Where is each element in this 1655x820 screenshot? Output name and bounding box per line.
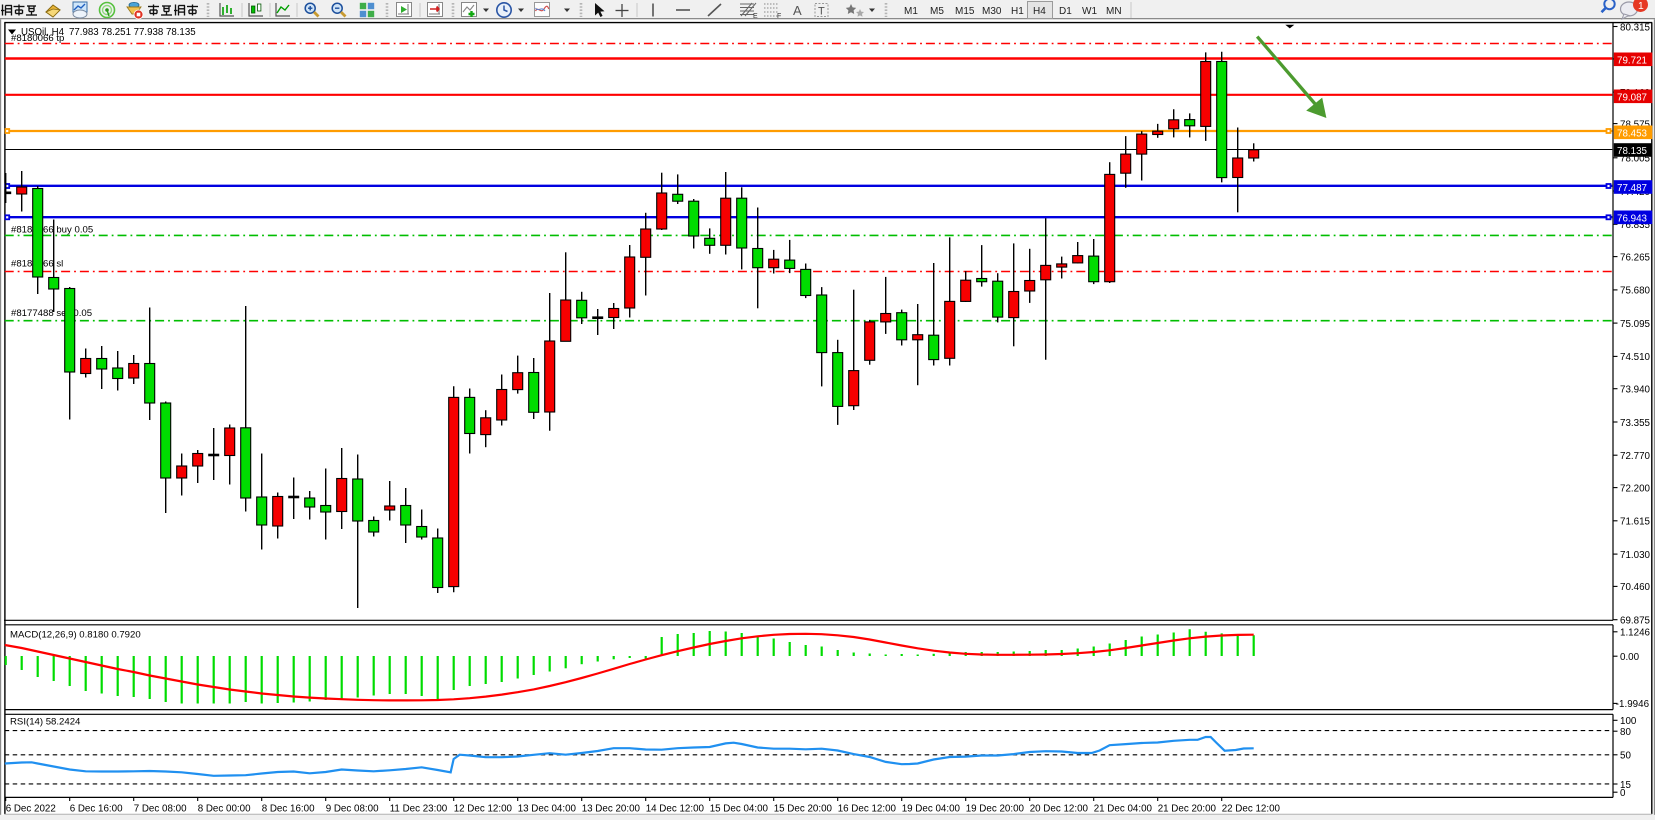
svg-text:MN: MN — [1106, 6, 1122, 17]
svg-text:A: A — [793, 3, 802, 18]
svg-text:71.030: 71.030 — [1620, 550, 1651, 561]
svg-text:15 Dec 04:00: 15 Dec 04:00 — [710, 803, 769, 814]
svg-text:M15: M15 — [955, 6, 975, 17]
svg-text:1.1246: 1.1246 — [1620, 628, 1651, 639]
svg-text:78.453: 78.453 — [1617, 128, 1648, 139]
svg-text:8 Dec 00:00: 8 Dec 00:00 — [198, 803, 251, 814]
svg-text:80.315: 80.315 — [1620, 22, 1651, 33]
svg-text:74.510: 74.510 — [1620, 352, 1651, 363]
svg-text:79.087: 79.087 — [1617, 92, 1647, 103]
svg-text:80: 80 — [1620, 727, 1631, 738]
svg-text:19 Dec 20:00: 19 Dec 20:00 — [966, 803, 1025, 814]
svg-text:78.575: 78.575 — [1620, 119, 1651, 130]
svg-text:H1: H1 — [1011, 6, 1024, 17]
svg-text:13 Dec 20:00: 13 Dec 20:00 — [582, 803, 641, 814]
svg-text:6 Dec 2022: 6 Dec 2022 — [6, 803, 56, 814]
svg-text:50: 50 — [1620, 751, 1631, 762]
svg-text:W1: W1 — [1082, 6, 1097, 17]
svg-text:15: 15 — [1620, 780, 1631, 791]
svg-text:75.680: 75.680 — [1620, 286, 1651, 297]
svg-text:72.200: 72.200 — [1620, 483, 1651, 494]
svg-text:7 Dec 08:00: 7 Dec 08:00 — [134, 803, 187, 814]
svg-text:D1: D1 — [1059, 6, 1072, 17]
svg-text:100: 100 — [1620, 716, 1637, 727]
svg-text:MACD(12,26,9) 0.8180 0.7920: MACD(12,26,9) 0.8180 0.7920 — [10, 630, 141, 641]
svg-text:15 Dec 20:00: 15 Dec 20:00 — [774, 803, 833, 814]
svg-text:H4: H4 — [1033, 6, 1046, 17]
svg-text:79.721: 79.721 — [1617, 55, 1647, 66]
svg-text:E: E — [753, 13, 758, 20]
svg-text:11 Dec 23:00: 11 Dec 23:00 — [390, 803, 448, 814]
svg-text:9 Dec 08:00: 9 Dec 08:00 — [326, 803, 379, 814]
svg-text:8 Dec 16:00: 8 Dec 16:00 — [262, 803, 315, 814]
svg-text:1: 1 — [1638, 1, 1644, 12]
svg-text:21 Dec 04:00: 21 Dec 04:00 — [1094, 803, 1153, 814]
svg-text:75.095: 75.095 — [1620, 319, 1651, 330]
svg-text:#8177488 sell 0.05: #8177488 sell 0.05 — [11, 308, 92, 319]
svg-text:76.943: 76.943 — [1617, 213, 1648, 224]
svg-text:0.00: 0.00 — [1620, 652, 1640, 663]
svg-text:19 Dec 04:00: 19 Dec 04:00 — [902, 803, 961, 814]
svg-text:USOil, H4: USOil, H4 — [21, 27, 65, 38]
svg-text:16 Dec 12:00: 16 Dec 12:00 — [838, 803, 897, 814]
svg-text:F: F — [777, 13, 781, 20]
svg-text:22 Dec 12:00: 22 Dec 12:00 — [1222, 803, 1281, 814]
svg-text:21 Dec 20:00: 21 Dec 20:00 — [1158, 803, 1217, 814]
svg-text:69.875: 69.875 — [1620, 616, 1651, 627]
svg-text:6 Dec 16:00: 6 Dec 16:00 — [70, 803, 123, 814]
svg-text:M5: M5 — [930, 6, 944, 17]
svg-text:14 Dec 12:00: 14 Dec 12:00 — [646, 803, 705, 814]
svg-text:78.005: 78.005 — [1620, 154, 1651, 165]
svg-text:71.615: 71.615 — [1620, 517, 1651, 528]
svg-text:#8180066 buy 0.05: #8180066 buy 0.05 — [11, 225, 93, 236]
svg-text:76.265: 76.265 — [1620, 252, 1651, 263]
svg-text:77.983 78.251 77.938 78.135: 77.983 78.251 77.938 78.135 — [69, 27, 196, 38]
svg-text:20 Dec 12:00: 20 Dec 12:00 — [1030, 803, 1089, 814]
svg-text:M1: M1 — [904, 6, 918, 17]
svg-text:-1.9946: -1.9946 — [1616, 699, 1650, 710]
svg-text:77.487: 77.487 — [1617, 183, 1647, 194]
svg-text:12 Dec 12:00: 12 Dec 12:00 — [454, 803, 513, 814]
svg-text:73.940: 73.940 — [1620, 385, 1651, 396]
svg-text:70.460: 70.460 — [1620, 582, 1651, 593]
svg-text:73.355: 73.355 — [1620, 418, 1651, 429]
svg-text:#8180066 tp: #8180066 tp — [11, 33, 64, 44]
svg-text:76.835: 76.835 — [1620, 220, 1651, 231]
svg-text:0: 0 — [1620, 788, 1626, 799]
svg-text:78.135: 78.135 — [1617, 146, 1648, 157]
svg-text:RSI(14) 58.2424: RSI(14) 58.2424 — [10, 717, 81, 728]
svg-text:13 Dec 04:00: 13 Dec 04:00 — [518, 803, 577, 814]
svg-text:M30: M30 — [982, 6, 1002, 17]
svg-text:T: T — [818, 6, 825, 18]
svg-text:72.770: 72.770 — [1620, 451, 1651, 462]
